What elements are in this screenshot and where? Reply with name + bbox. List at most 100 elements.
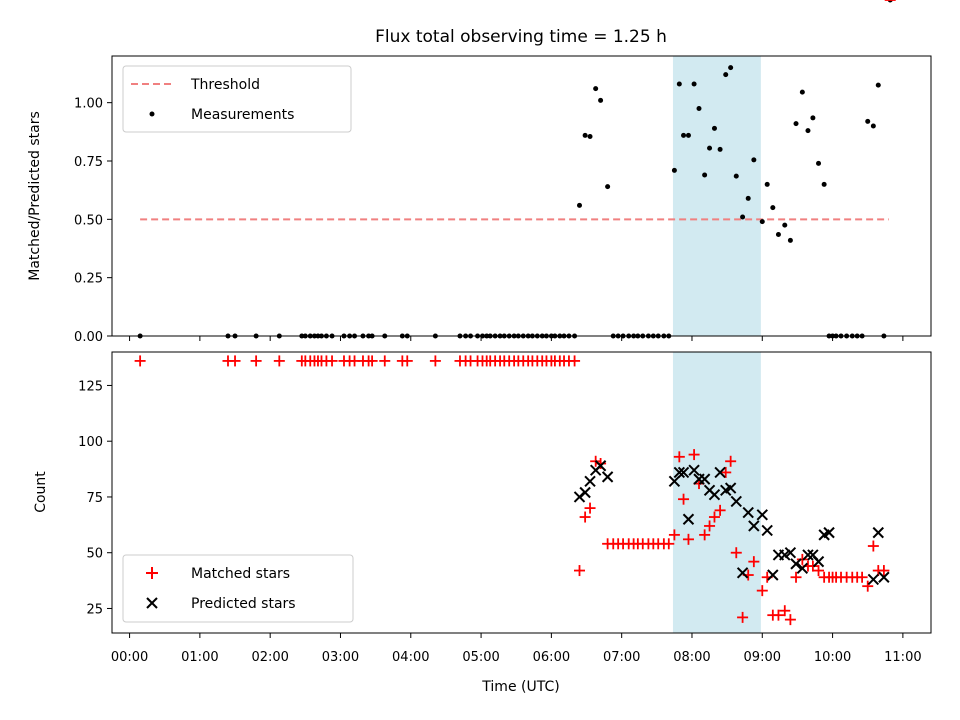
measurement-point: [787, 237, 793, 243]
matched-star-point: [569, 355, 581, 367]
matched-star-point: [813, 565, 825, 577]
matched-star-point: [708, 511, 720, 523]
predicted-star-point: [872, 526, 884, 539]
predicted-star-point: [812, 555, 825, 568]
measurement-point: [598, 97, 604, 103]
top-legend: Threshold Measurements: [122, 65, 352, 133]
matched-star-point: [796, 553, 808, 565]
measurement-point: [759, 219, 765, 225]
predicted-star-point: [736, 567, 749, 579]
matched-star-point: [699, 529, 711, 541]
measurement-point: [576, 202, 582, 208]
matched-star-point: [779, 605, 791, 617]
top-y-tick-label: 0.75: [74, 155, 103, 170]
legend-predicted-swatch: [146, 597, 158, 609]
x-tick-label: 08:00: [673, 650, 710, 665]
matched-star-point: [668, 529, 680, 541]
matched-star-point: [682, 533, 694, 545]
predicted-star-point: [742, 506, 754, 519]
bottom-y-tick-label: 125: [78, 379, 103, 394]
matched-star-point: [784, 614, 796, 626]
predicted-star-point: [802, 549, 814, 561]
predicted-star-point: [682, 513, 695, 525]
matched-star-point: [725, 455, 737, 467]
measurement-point: [865, 118, 871, 124]
predicted-star-point: [673, 466, 686, 479]
predicted-star-point: [756, 509, 768, 521]
matched-star-point: [704, 520, 716, 532]
legend-matched-label: Matched stars: [191, 566, 290, 582]
bottom-legend-box: [122, 554, 354, 623]
matched-star-point: [688, 449, 700, 461]
predicted-star-point: [767, 569, 779, 581]
top-y-tick-label: 0.50: [74, 213, 103, 228]
measurement-point: [671, 167, 677, 173]
predicted-star-point: [784, 547, 797, 559]
measurement-point: [676, 81, 682, 87]
matched-star-point: [573, 565, 585, 577]
bottom-y-tick-label: 50: [86, 547, 103, 562]
measurement-point: [685, 132, 691, 138]
legend-threshold-label: Threshold: [190, 77, 260, 93]
measurement-point: [681, 132, 687, 138]
matched-star-point: [862, 580, 874, 592]
legend-predicted-label: Predicted stars: [191, 596, 296, 612]
measurement-point: [733, 173, 739, 179]
measurement-point: [605, 184, 611, 190]
top-x-ticks: [129, 336, 904, 341]
predicted-star-point: [594, 460, 607, 472]
matched-star-point: [379, 355, 391, 367]
measurement-point: [751, 157, 757, 163]
predicted-star-point: [714, 466, 726, 479]
measurement-point: [745, 195, 751, 201]
matched-star-point: [579, 511, 591, 523]
matched-star-point: [720, 466, 732, 478]
bottom-y-tick-label: 25: [86, 602, 103, 617]
measurement-points: [137, 0, 893, 339]
matched-star-point: [748, 556, 760, 568]
predicted-star-point: [878, 571, 890, 583]
bottom-frame: [111, 351, 932, 634]
measurement-point: [810, 115, 816, 121]
matched-star-point: [807, 560, 819, 572]
measurement-point: [711, 125, 717, 131]
matched-star-point: [366, 355, 378, 367]
matched-star-point: [772, 609, 784, 621]
measurement-point: [775, 232, 781, 237]
predicted-star-point: [668, 475, 681, 488]
bottom-panel: 25 50 75 100 125 00:00 01:00 02:00 03:00 04:00 05…: [33, 0, 932, 695]
matched-star-point: [678, 493, 690, 505]
measurement-point: [717, 146, 723, 152]
measurement-point: [805, 128, 811, 134]
x-tick-label: 06:00: [533, 650, 570, 665]
x-tick-label: 05:00: [462, 650, 499, 665]
measurement-point: [816, 160, 822, 166]
predicted-star-point: [601, 471, 614, 483]
legend-measurements-label: Measurements: [191, 107, 294, 123]
x-tick-label: 07:00: [603, 650, 640, 665]
top-shaded-interval: [672, 56, 761, 336]
measurement-point: [782, 222, 788, 228]
bottom-y-tick-label: 100: [78, 435, 103, 450]
matched-star-point: [134, 355, 146, 367]
chart-title: Flux total observing time = 1.25 h: [375, 27, 667, 47]
matched-star-point: [273, 355, 285, 367]
top-frame: [111, 55, 932, 337]
predicted-star-point: [761, 524, 773, 537]
predicted-star-point: [796, 562, 809, 575]
top-y-tick-label: 1.00: [74, 97, 103, 112]
matched-star-point: [663, 538, 675, 550]
bottom-y-ticks: 25 50 75 100 125: [78, 379, 112, 617]
predicted-star-point: [584, 475, 596, 488]
measurement-point: [870, 123, 876, 129]
measurement-point: [691, 81, 697, 87]
x-tick-label: 11:00: [884, 650, 921, 665]
measurement-point: [770, 205, 776, 211]
legend-matched-swatch: [146, 567, 158, 579]
top-panel: 0.00 0.25 0.50 0.75 1.00 Matched/Predicted s…: [27, 0, 932, 345]
predicted-star-point: [688, 464, 700, 476]
x-tick-label: 01:00: [181, 650, 218, 665]
bottom-y-axis-label: Count: [33, 471, 49, 513]
matched-star-point: [326, 355, 338, 367]
